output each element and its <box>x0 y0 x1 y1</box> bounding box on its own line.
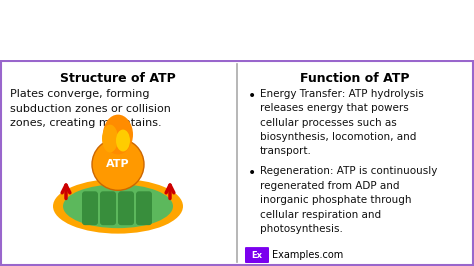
FancyBboxPatch shape <box>118 191 134 225</box>
Text: Examples.com: Examples.com <box>272 250 343 260</box>
FancyBboxPatch shape <box>245 247 269 263</box>
Text: Function of ATP: Function of ATP <box>300 72 410 85</box>
FancyBboxPatch shape <box>100 191 116 225</box>
Text: ATP: The Energy Currency: ATP: The Energy Currency <box>54 18 420 42</box>
Ellipse shape <box>92 139 144 190</box>
Text: Structure of ATP: Structure of ATP <box>60 72 176 85</box>
Text: Plates converge, forming
subduction zones or collision
zones, creating mountains: Plates converge, forming subduction zone… <box>10 89 171 128</box>
FancyBboxPatch shape <box>136 191 152 225</box>
Text: •: • <box>248 167 256 180</box>
Text: ATP: ATP <box>106 159 130 169</box>
Text: Energy Transfer: ATP hydrolysis
releases energy that powers
cellular processes s: Energy Transfer: ATP hydrolysis releases… <box>260 89 424 156</box>
Ellipse shape <box>102 124 118 152</box>
Ellipse shape <box>53 179 183 234</box>
Ellipse shape <box>116 130 130 151</box>
Text: Regeneration: ATP is continuously
regenerated from ADP and
inorganic phosphate t: Regeneration: ATP is continuously regene… <box>260 167 438 234</box>
FancyBboxPatch shape <box>82 191 98 225</box>
Text: Ex: Ex <box>252 251 263 260</box>
Ellipse shape <box>63 184 173 228</box>
Text: •: • <box>248 89 256 103</box>
Ellipse shape <box>103 115 133 155</box>
